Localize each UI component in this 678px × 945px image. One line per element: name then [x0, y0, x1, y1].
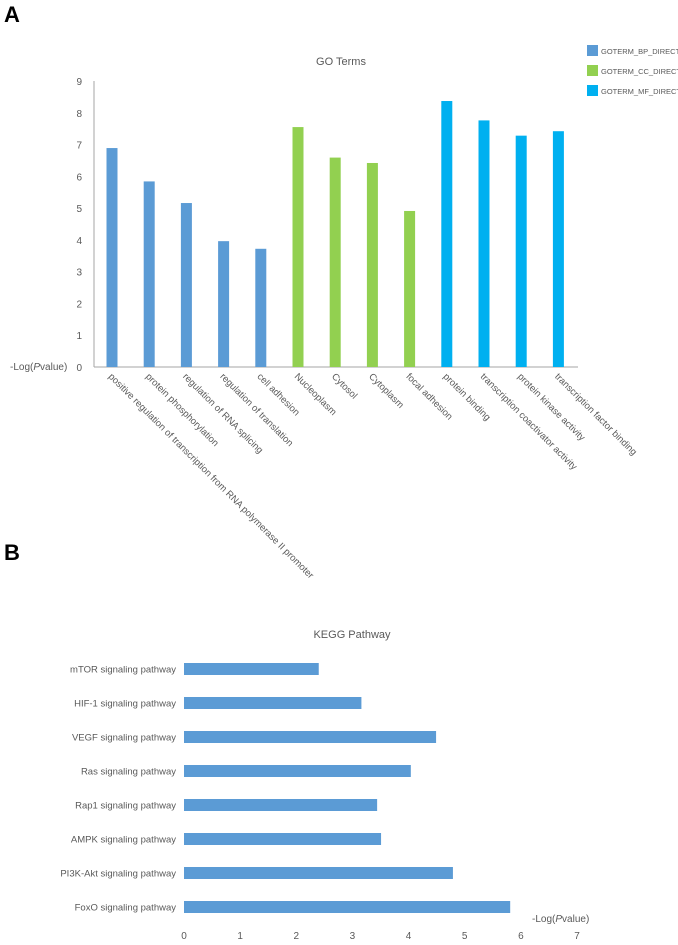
panel-label-b: B: [4, 540, 20, 565]
go-y-tick-label: 7: [76, 141, 82, 152]
kegg-x-tick-label: 0: [181, 931, 187, 942]
go-legend: GOTERM_BP_DIRECT GOTERM_CC_DIRECT GOTERM_M…: [587, 45, 678, 96]
legend-swatch: [587, 65, 598, 76]
kegg-category-label: HIF-1 signaling pathway: [74, 699, 176, 710]
go-y-tick-label: 5: [76, 204, 82, 215]
go-bar: [404, 210, 416, 367]
go-y-tick-label: 4: [76, 236, 82, 247]
go-y-tick-label: 6: [76, 172, 82, 183]
go-category-label: Cytoplasm: [366, 371, 406, 411]
legend-label: GOTERM_MF_DIRECT: [601, 87, 678, 96]
go-y-tick-label: 9: [76, 77, 82, 88]
go-category-label: protein phosphorylation: [143, 371, 221, 449]
go-bar: [180, 203, 192, 367]
kegg-category-label: Rap1 signaling pathway: [75, 801, 176, 812]
go-chart-title: GO Terms: [316, 56, 366, 68]
go-bar: [478, 120, 490, 367]
go-bar: [366, 162, 378, 367]
panel-label-a: A: [4, 2, 20, 27]
go-bar: [515, 135, 527, 367]
kegg-bar: [184, 799, 378, 811]
kegg-category-label: FoxO signaling pathway: [75, 903, 177, 914]
kegg-bar: [184, 833, 382, 845]
legend-swatch: [587, 45, 598, 56]
kegg-bar: [184, 901, 511, 913]
kegg-chart: B KEGG Pathway -Log(Pvalue) 0 1 2 3 4 5 6 7 mTO…: [4, 540, 589, 942]
go-category-label: regulation of translation: [217, 371, 295, 449]
kegg-x-axis-label: -Log(Pvalue): [532, 914, 589, 925]
kegg-category-label: mTOR signaling pathway: [70, 665, 176, 676]
go-bar: [143, 181, 155, 367]
kegg-bar: [184, 867, 453, 879]
kegg-x-tick-label: 6: [518, 931, 524, 942]
go-y-tick-label: 2: [76, 299, 82, 310]
kegg-chart-title: KEGG Pathway: [313, 629, 391, 641]
legend-swatch: [587, 85, 598, 96]
legend-label: GOTERM_BP_DIRECT: [601, 47, 678, 56]
go-bar: [552, 131, 564, 367]
kegg-bar: [184, 663, 319, 675]
go-bar: [292, 127, 304, 367]
go-y-tick-label: 0: [76, 363, 82, 374]
kegg-bar: [184, 765, 411, 777]
kegg-category-label: VEGF signaling pathway: [72, 733, 176, 744]
kegg-x-tick-label: 7: [574, 931, 580, 942]
go-y-tick-label: 8: [76, 109, 82, 120]
go-bar: [218, 241, 230, 367]
go-bar: [329, 157, 341, 367]
go-terms-chart: A GO Terms -Log(Pvalue) GOTERM_BP_DIRECT…: [4, 2, 678, 581]
kegg-bar: [184, 731, 437, 743]
go-bar: [255, 248, 267, 367]
go-y-axis-label: -Log(Pvalue): [10, 362, 67, 373]
kegg-x-tick-label: 1: [237, 931, 243, 942]
kegg-x-tick-label: 2: [294, 931, 300, 942]
go-bar: [106, 148, 118, 367]
go-category-label: protein kinase activity: [515, 371, 587, 443]
go-y-tick-label: 1: [76, 331, 82, 342]
kegg-x-tick-label: 5: [462, 931, 468, 942]
legend-label: GOTERM_CC_DIRECT: [601, 67, 678, 76]
go-y-tick-label: 3: [76, 268, 82, 279]
kegg-x-tick-label: 4: [406, 931, 412, 942]
kegg-category-label: Ras signaling pathway: [81, 767, 176, 778]
kegg-category-label: PI3K-Akt signaling pathway: [60, 869, 176, 880]
kegg-bar: [184, 697, 362, 709]
go-bar: [441, 101, 453, 368]
kegg-category-label: AMPK signaling pathway: [71, 835, 176, 846]
go-category-label: Cytosol: [329, 371, 359, 401]
kegg-x-tick-label: 3: [350, 931, 356, 942]
